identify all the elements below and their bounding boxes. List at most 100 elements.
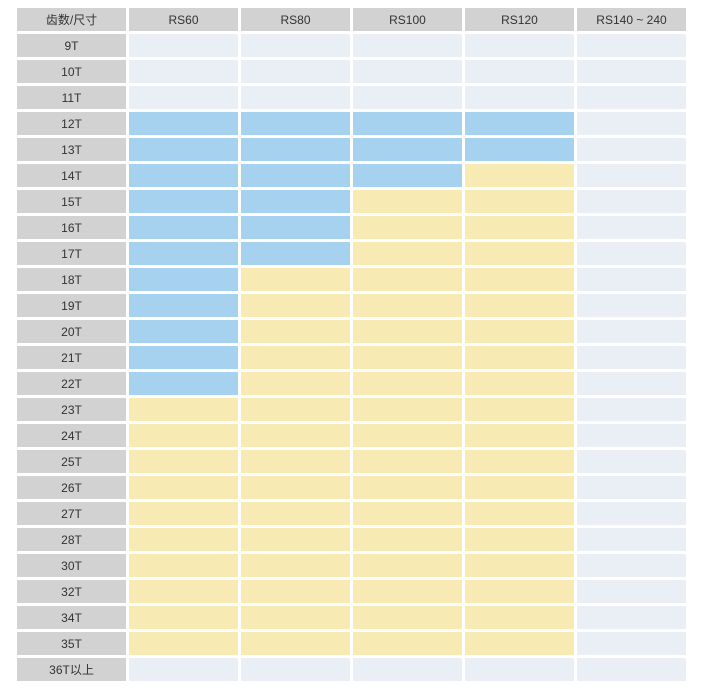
matrix-cell-plain bbox=[353, 34, 462, 57]
matrix-cell-yellow bbox=[241, 450, 350, 473]
matrix-cell-plain bbox=[577, 528, 686, 551]
matrix-cell-yellow bbox=[353, 268, 462, 291]
matrix-cell-yellow bbox=[241, 424, 350, 447]
matrix-cell-yellow bbox=[241, 346, 350, 369]
matrix-cell-blue bbox=[465, 138, 574, 161]
matrix-cell-plain bbox=[241, 658, 350, 681]
matrix-cell-blue bbox=[353, 164, 462, 187]
row-label: 13T bbox=[17, 138, 126, 161]
matrix-cell-plain bbox=[577, 190, 686, 213]
matrix-cell-yellow bbox=[353, 554, 462, 577]
matrix-cell-yellow bbox=[465, 190, 574, 213]
matrix-cell-plain bbox=[577, 138, 686, 161]
matrix-cell-plain bbox=[577, 60, 686, 83]
matrix-cell-yellow bbox=[353, 398, 462, 421]
matrix-cell-plain bbox=[577, 34, 686, 57]
matrix-cell-yellow bbox=[465, 372, 574, 395]
column-header: RS120 bbox=[465, 8, 574, 31]
matrix-cell-blue bbox=[129, 190, 238, 213]
matrix-cell-plain bbox=[577, 424, 686, 447]
matrix-cell-yellow bbox=[241, 398, 350, 421]
matrix-cell-plain bbox=[353, 60, 462, 83]
matrix-cell-yellow bbox=[465, 268, 574, 291]
table-head: 齿数/尺寸 RS60 RS80 RS100 RS120 RS140 ~ 240 bbox=[17, 8, 686, 31]
matrix-cell-plain bbox=[465, 60, 574, 83]
matrix-cell-blue bbox=[241, 164, 350, 187]
table-row: 23T bbox=[17, 398, 686, 421]
matrix-cell-blue bbox=[129, 320, 238, 343]
matrix-cell-plain bbox=[577, 86, 686, 109]
matrix-cell-yellow bbox=[129, 606, 238, 629]
matrix-cell-yellow bbox=[129, 554, 238, 577]
matrix-cell-yellow bbox=[353, 476, 462, 499]
matrix-cell-blue bbox=[353, 112, 462, 135]
matrix-cell-blue bbox=[241, 216, 350, 239]
matrix-cell-yellow bbox=[465, 398, 574, 421]
matrix-cell-yellow bbox=[465, 502, 574, 525]
header-row: 齿数/尺寸 RS60 RS80 RS100 RS120 RS140 ~ 240 bbox=[17, 8, 686, 31]
matrix-cell-plain bbox=[577, 372, 686, 395]
table-row: 19T bbox=[17, 294, 686, 317]
matrix-cell-yellow bbox=[353, 632, 462, 655]
matrix-cell-yellow bbox=[465, 320, 574, 343]
matrix-cell-blue bbox=[129, 242, 238, 265]
row-label: 19T bbox=[17, 294, 126, 317]
matrix-cell-yellow bbox=[353, 346, 462, 369]
matrix-cell-yellow bbox=[129, 580, 238, 603]
row-label: 35T bbox=[17, 632, 126, 655]
row-label: 17T bbox=[17, 242, 126, 265]
matrix-cell-plain bbox=[353, 86, 462, 109]
table-row: 34T bbox=[17, 606, 686, 629]
matrix-cell-yellow bbox=[465, 294, 574, 317]
table-row: 24T bbox=[17, 424, 686, 447]
matrix-cell-yellow bbox=[129, 632, 238, 655]
matrix-cell-yellow bbox=[353, 424, 462, 447]
matrix-cell-plain bbox=[241, 34, 350, 57]
table-row: 32T bbox=[17, 580, 686, 603]
row-label: 24T bbox=[17, 424, 126, 447]
table-row: 13T bbox=[17, 138, 686, 161]
matrix-cell-plain bbox=[577, 606, 686, 629]
matrix-cell-blue bbox=[241, 138, 350, 161]
row-label: 26T bbox=[17, 476, 126, 499]
matrix-cell-blue bbox=[129, 216, 238, 239]
matrix-cell-yellow bbox=[353, 580, 462, 603]
matrix-cell-plain bbox=[577, 398, 686, 421]
matrix-cell-plain bbox=[129, 60, 238, 83]
matrix-cell-plain bbox=[353, 658, 462, 681]
table-row: 10T bbox=[17, 60, 686, 83]
matrix-cell-yellow bbox=[465, 216, 574, 239]
matrix-cell-plain bbox=[577, 450, 686, 473]
matrix-cell-yellow bbox=[241, 554, 350, 577]
matrix-cell-yellow bbox=[241, 632, 350, 655]
row-label: 16T bbox=[17, 216, 126, 239]
matrix-cell-plain bbox=[241, 60, 350, 83]
matrix-cell-yellow bbox=[129, 502, 238, 525]
table-body: 9T 10T 11T 12T 13T 14T 15T 16T 17T 18T 19T 20T 21T 22… bbox=[17, 34, 686, 681]
availability-table: 齿数/尺寸 RS60 RS80 RS100 RS120 RS140 ~ 240 9T 10… bbox=[14, 5, 689, 684]
matrix-cell-yellow bbox=[465, 450, 574, 473]
matrix-cell-yellow bbox=[129, 398, 238, 421]
matrix-cell-plain bbox=[577, 658, 686, 681]
matrix-cell-yellow bbox=[241, 268, 350, 291]
matrix-cell-yellow bbox=[353, 190, 462, 213]
matrix-cell-blue bbox=[129, 138, 238, 161]
matrix-cell-yellow bbox=[241, 476, 350, 499]
matrix-cell-yellow bbox=[465, 528, 574, 551]
matrix-cell-blue bbox=[129, 294, 238, 317]
row-label: 12T bbox=[17, 112, 126, 135]
row-label: 22T bbox=[17, 372, 126, 395]
matrix-cell-blue bbox=[241, 112, 350, 135]
matrix-cell-plain bbox=[577, 554, 686, 577]
column-header: RS80 bbox=[241, 8, 350, 31]
row-label: 36T以上 bbox=[17, 658, 126, 681]
matrix-cell-yellow bbox=[241, 580, 350, 603]
matrix-cell-yellow bbox=[465, 580, 574, 603]
column-header: RS60 bbox=[129, 8, 238, 31]
matrix-cell-plain bbox=[577, 242, 686, 265]
matrix-cell-yellow bbox=[129, 528, 238, 551]
matrix-cell-yellow bbox=[353, 294, 462, 317]
matrix-cell-blue bbox=[241, 190, 350, 213]
matrix-cell-yellow bbox=[241, 320, 350, 343]
table-row: 21T bbox=[17, 346, 686, 369]
